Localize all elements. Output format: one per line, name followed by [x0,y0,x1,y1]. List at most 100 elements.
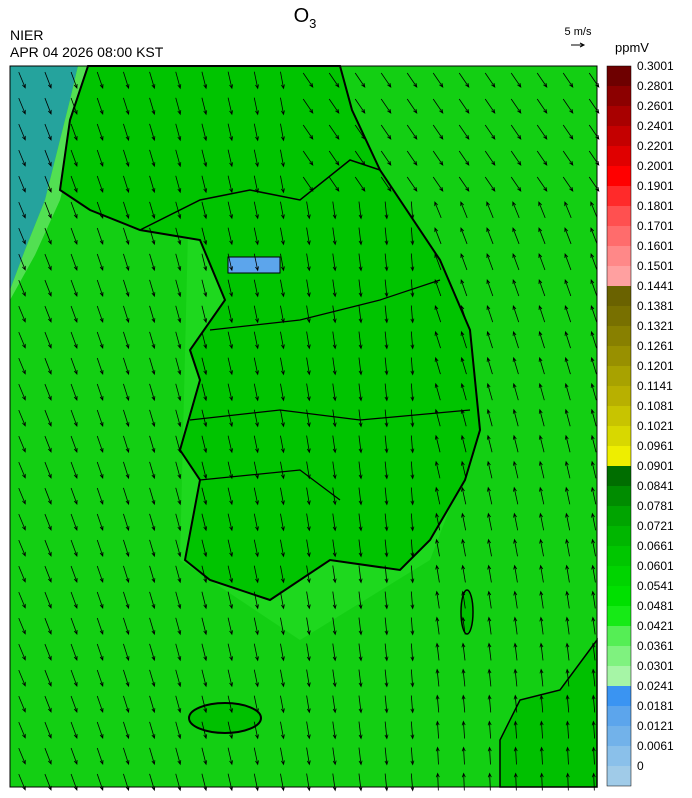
colorbar-bin [607,406,631,426]
wind-arrow [149,383,156,402]
wind-arrow [332,721,337,740]
wind-arrow [175,747,182,766]
wind-arrow [253,175,259,194]
wind-arrow [591,720,596,739]
wind-arrow [564,434,571,453]
vector-scale-arrow [571,42,586,48]
wind-arrow [149,539,156,558]
colorbar-bin [607,206,631,226]
wind-arrow [358,513,363,532]
wind-arrow [44,227,52,245]
wind-arrow [253,565,259,584]
wind-arrow [96,305,104,324]
wind-arrow [461,512,467,531]
wind-arrow [44,539,52,557]
wind-arrow [562,124,574,140]
wind-arrow [175,721,182,740]
wind-arrow [487,642,492,661]
colorbar-label: 0.0061 [637,739,674,753]
wind-arrow [227,253,233,272]
wind-arrow [460,460,467,479]
wind-arrow [536,150,548,166]
wind-arrow [149,279,156,298]
wind-arrow [306,591,311,610]
wind-arrow [70,669,78,687]
wind-arrow [18,461,26,479]
wind-arrow [201,565,208,584]
wind-arrow [302,124,314,140]
wind-arrow [410,721,415,740]
colorbar-bin [607,646,631,666]
wind-arrow [44,435,52,453]
wind-arrow [227,357,233,376]
wind-arrow [410,409,415,428]
wind-arrow [70,591,78,609]
wind-arrow [513,512,519,531]
wind-arrow [406,124,418,140]
colorbar-label: 0.1441 [637,279,674,293]
wind-arrow [149,123,156,142]
colorbar-label: 0.1081 [637,399,674,413]
colorbar-label: 0.1801 [637,199,674,213]
wind-arrow [227,409,233,428]
wind-arrow [201,409,208,428]
wind-arrow [538,356,545,375]
wind-arrow [435,512,441,531]
wind-arrow [280,643,285,662]
wind-arrow [458,176,470,192]
wind-arrow [227,643,233,662]
colorbar-label: 0.1261 [637,339,674,353]
wind-arrow [512,382,519,401]
colorbar-label: 0.0121 [637,719,674,733]
wind-arrow [96,279,104,298]
colorbar-bin [607,246,631,266]
colorbar-bin [607,586,631,606]
wind-arrow [565,590,570,609]
colorbar-bin [607,686,631,706]
wind-arrow [70,435,78,453]
wind-arrow [253,513,259,532]
wind-arrow [460,356,467,375]
wind-arrow [96,253,104,272]
wind-arrow [201,175,208,194]
wind-arrow [380,176,392,192]
wind-arrow [96,747,104,766]
wind-arrow [591,668,596,687]
wind-arrow [458,98,470,114]
wind-arrow [358,539,363,558]
wind-arrow [175,149,182,168]
wind-arrow [432,176,444,192]
wind-arrow [380,98,392,114]
wind-arrow [201,747,208,766]
wind-arrow [538,253,546,271]
wind-arrow [410,513,415,532]
wind-arrow [435,772,440,791]
wind-arrow [70,201,78,219]
wind-arrow [590,382,597,401]
colorbar-bin [607,226,631,246]
wind-arrow [280,201,285,220]
wind-arrow [44,149,52,167]
wind-arrow [18,175,26,193]
title: O3 [294,5,317,31]
wind-arrow [306,435,311,454]
wind-arrow [461,616,466,635]
wind-arrow [384,201,389,220]
wind-arrow [201,435,208,454]
wind-arrow [44,747,52,765]
wind-arrow [70,409,78,427]
wind-arrow [358,721,363,740]
wind-arrow [96,383,104,402]
wind-arrow [410,747,415,766]
colorbar-label: 0.0661 [637,539,674,553]
wind-arrow [410,253,415,272]
wind-arrow [358,305,363,324]
wind-arrow [410,539,415,558]
wind-arrow [536,176,548,192]
colorbar-label: 0.1601 [637,239,674,253]
wind-arrow [44,331,52,349]
wind-arrow [70,175,78,193]
wind-arrow [564,304,572,323]
wind-arrow [253,253,259,272]
